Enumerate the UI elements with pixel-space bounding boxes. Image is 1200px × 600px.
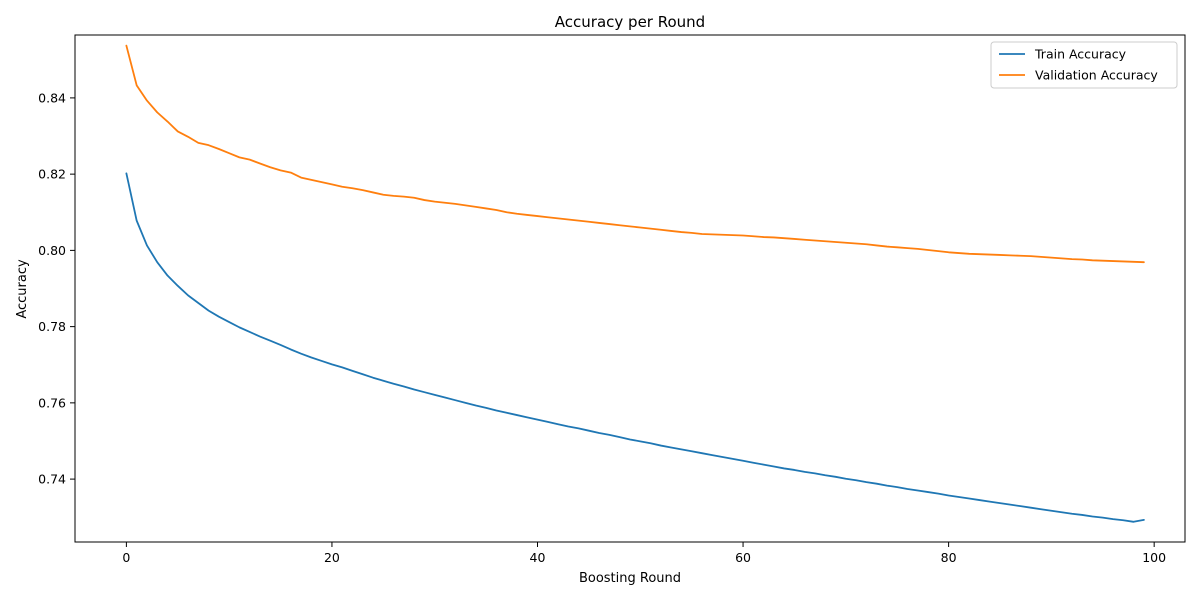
y-tick-label: 0.76 [38,395,66,410]
y-axis-label: Accuracy [15,259,30,319]
x-tick-label: 80 [941,550,957,565]
y-tick-label: 0.74 [38,472,66,487]
series-line-train [125,172,1145,523]
legend-box [990,41,1178,89]
y-tick-label: 0.80 [38,243,66,258]
x-axis-label: Boosting Round [579,571,681,586]
x-tick-label: 60 [735,550,751,565]
plot-area [75,35,1185,542]
x-tick-label: 20 [324,550,340,565]
x-tick-label: 40 [530,550,546,565]
legend-label-train: Train Accuracy [1034,47,1127,62]
series-layer [125,44,1145,523]
axes-layer: 0 20 40 60 80 100 0.74 0.76 0.78 0.80 0.82 0.84 [38,34,1186,565]
x-tick-label: 100 [1142,550,1166,565]
y-tick-label: 0.78 [38,319,66,334]
chart-title: Accuracy per Round [555,13,705,31]
plot-background [75,35,1185,542]
legend-label-validation: Validation Accuracy [1035,68,1158,83]
legend: Train Accuracy Validation Accuracy [990,41,1178,89]
y-tick-label: 0.84 [38,90,66,105]
x-tick-label: 0 [122,550,130,565]
y-tick-label: 0.82 [38,167,66,182]
series-line-validation [125,44,1145,264]
axes-frame [74,34,1186,543]
